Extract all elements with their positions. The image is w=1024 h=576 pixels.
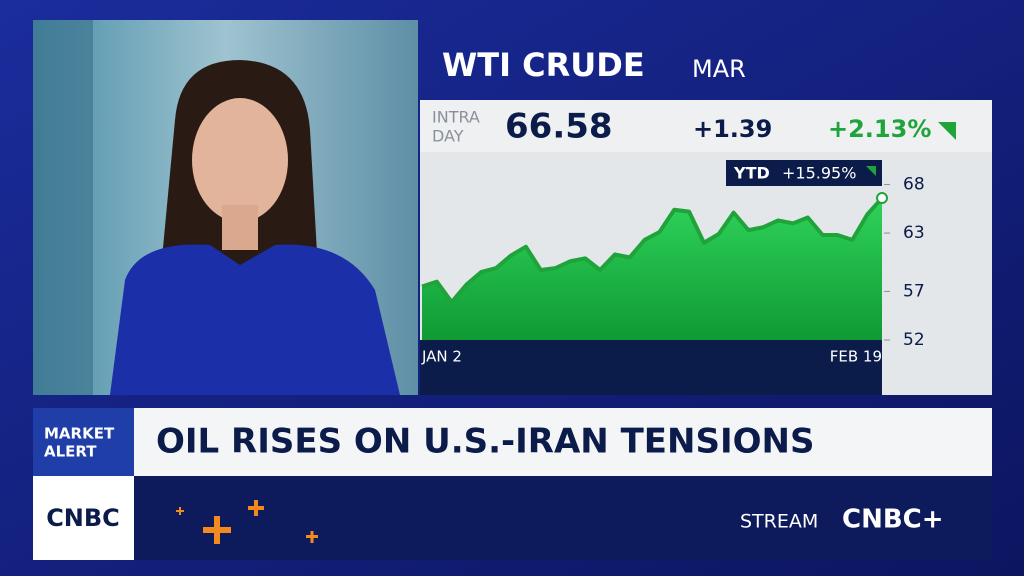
face <box>192 98 288 222</box>
ytd-arrow <box>866 166 876 176</box>
neck <box>222 205 258 250</box>
x-tick-label: FEB 19 <box>830 348 882 366</box>
y-tick-label: 68 <box>903 174 925 194</box>
ytd-label: YTD <box>733 164 770 183</box>
x-tick-label: JAN 2 <box>421 348 462 366</box>
headline: OIL RISES ON U.S.-IRAN TENSIONS <box>156 422 814 462</box>
y-tick-label: 52 <box>903 330 925 350</box>
alert-text: MARKET <box>44 425 115 443</box>
headline-bar <box>33 408 992 476</box>
up-arrow <box>938 122 956 140</box>
alert-tag <box>33 408 134 476</box>
studio-panel <box>33 20 93 395</box>
contract-month: MAR <box>692 55 746 83</box>
logo-box <box>33 476 134 560</box>
stream-label: STREAM <box>740 511 818 533</box>
ytd-change: +15.95% <box>782 164 856 183</box>
quote-bar <box>420 100 992 152</box>
area <box>422 198 882 340</box>
logo: CNBC <box>46 504 120 532</box>
video-feed <box>33 20 418 395</box>
last-point <box>876 192 888 205</box>
dress <box>110 244 400 395</box>
stream-logo: CNBC+ <box>842 505 944 535</box>
alert-text: ALERT <box>44 443 97 461</box>
price: 66.58 <box>505 107 613 147</box>
date-band <box>420 340 882 395</box>
y-tick-label: 63 <box>903 223 925 243</box>
decor-plus <box>176 500 318 544</box>
change-pct: +2.13% <box>828 115 931 143</box>
ytd-box <box>726 160 882 186</box>
footer-bar <box>134 476 992 560</box>
intraday-label: INTRA <box>432 108 480 127</box>
plot <box>421 192 888 340</box>
instrument-title: WTI CRUDE <box>442 46 645 84</box>
intraday-label: DAY <box>432 127 464 146</box>
line <box>421 196 884 305</box>
change: +1.39 <box>693 115 772 143</box>
axes: 68 63 57 52 JAN 2 FEB 19 <box>421 174 925 365</box>
y-tick-label: 57 <box>903 281 925 301</box>
